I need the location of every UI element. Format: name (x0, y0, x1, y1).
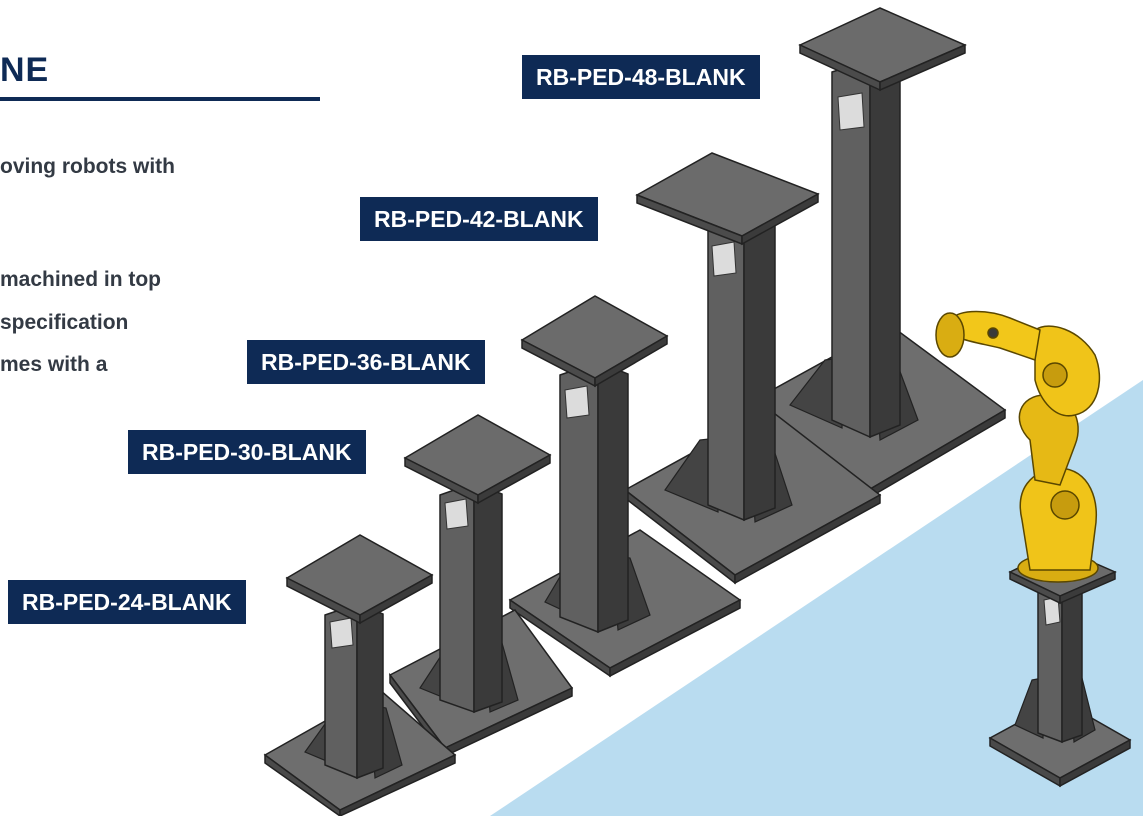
label-rb-ped-42: RB-PED-42-BLANK (360, 197, 598, 241)
robot-arm (935, 310, 1101, 583)
label-rb-ped-36: RB-PED-36-BLANK (247, 340, 485, 384)
robot-pedestal (988, 547, 1132, 788)
pedestal-42 (623, 152, 882, 585)
pedestal-36 (508, 295, 742, 678)
section-heading: NE (0, 51, 50, 89)
label-rb-ped-30: RB-PED-30-BLANK (128, 430, 366, 474)
heading-underline (0, 97, 320, 101)
intro-line-2: machined in top (0, 268, 162, 291)
label-rb-ped-48: RB-PED-48-BLANK (522, 55, 760, 99)
pedestal-30 (388, 414, 574, 759)
floor-background (490, 380, 1143, 816)
intro-line-4: mes with a (0, 353, 108, 376)
intro-line-1: oving robots with (0, 155, 175, 178)
pedestal-24 (263, 534, 457, 816)
label-rb-ped-24: RB-PED-24-BLANK (8, 580, 246, 624)
intro-line-3: specification (0, 311, 129, 334)
